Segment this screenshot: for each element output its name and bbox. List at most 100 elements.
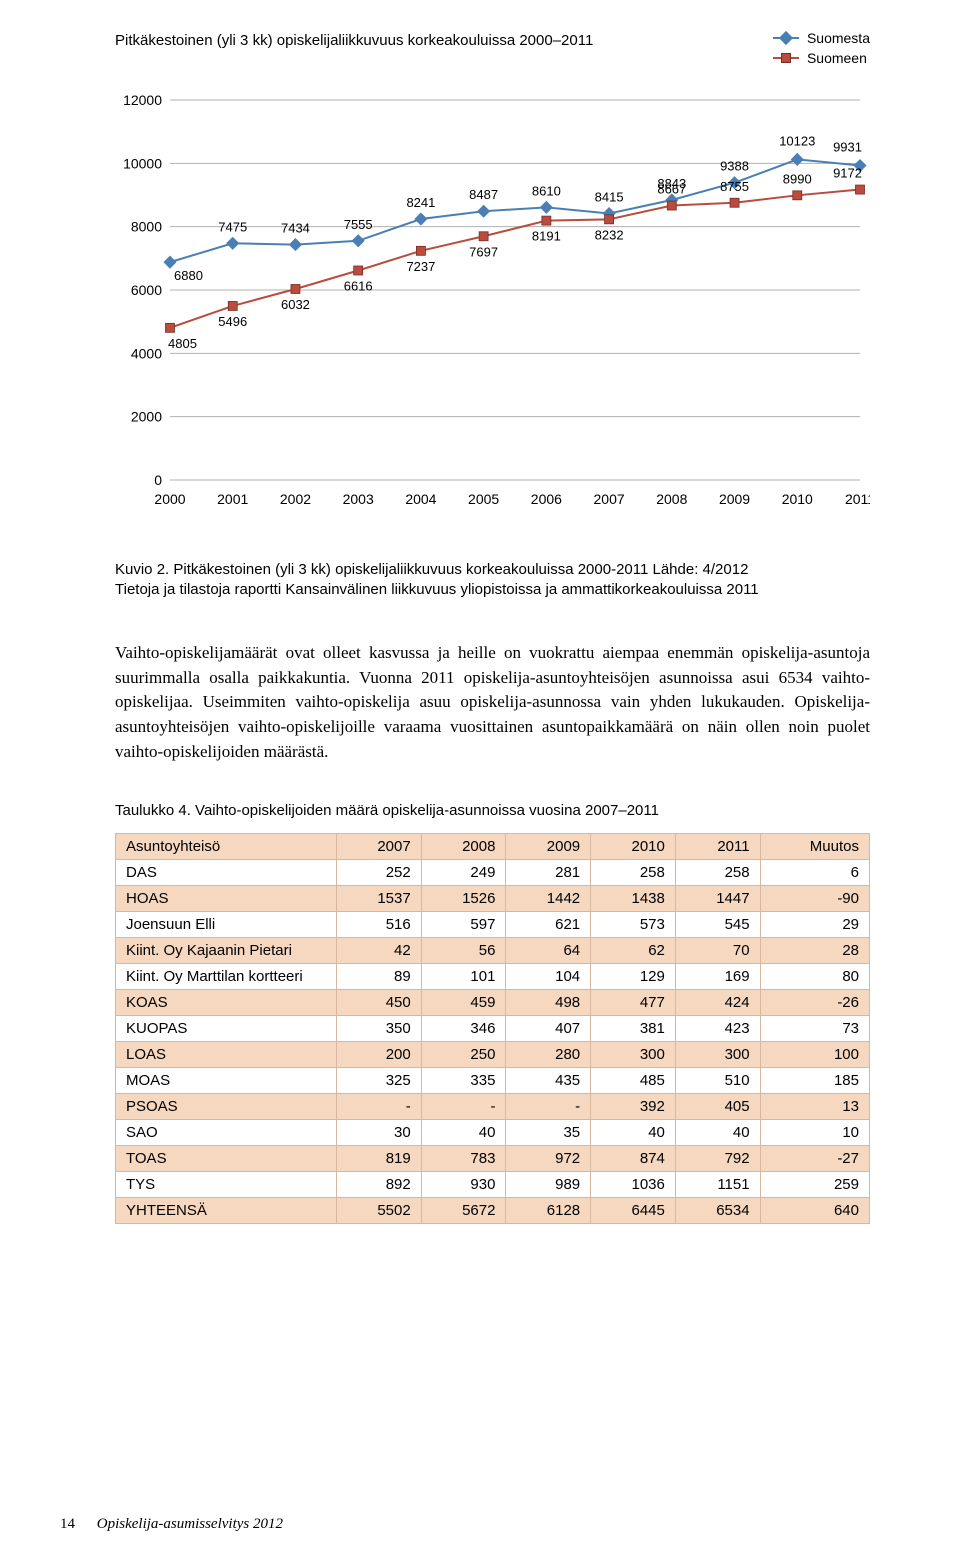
table-cell: 459 [421, 990, 506, 1016]
svg-text:8000: 8000 [131, 219, 162, 235]
legend-marker-blue-diamond-icon [773, 37, 799, 39]
table-header-cell: Asuntoyhteisö [116, 834, 337, 860]
table-cell: 6 [760, 860, 869, 886]
caption-line1: Pitkäkestoinen (yli 3 kk) opiskelijaliik… [169, 561, 748, 578]
table-cell: 73 [760, 1016, 869, 1042]
svg-text:2000: 2000 [131, 409, 162, 425]
table-cell: LOAS [116, 1042, 337, 1068]
table-cell: 40 [421, 1120, 506, 1146]
table-cell: 405 [675, 1094, 760, 1120]
table-cell: 280 [506, 1042, 591, 1068]
table-cell: 6534 [675, 1198, 760, 1224]
table-cell: 573 [591, 912, 676, 938]
page: Pitkäkestoinen (yli 3 kk) opiskelijaliik… [0, 0, 960, 1563]
svg-text:2011: 2011 [845, 491, 870, 507]
svg-text:8610: 8610 [532, 183, 561, 198]
svg-text:9172: 9172 [833, 166, 862, 181]
chart-header: Pitkäkestoinen (yli 3 kk) opiskelijaliik… [115, 30, 870, 70]
table-header-cell: 2011 [675, 834, 760, 860]
svg-text:6000: 6000 [131, 282, 162, 298]
table-cell: 485 [591, 1068, 676, 1094]
svg-text:7237: 7237 [406, 259, 435, 274]
table-cell: 972 [506, 1146, 591, 1172]
table-cell: 62 [591, 938, 676, 964]
table-cell: 892 [337, 1172, 422, 1198]
table-cell: 1537 [337, 886, 422, 912]
table-cell: SAO [116, 1120, 337, 1146]
table-cell: 1151 [675, 1172, 760, 1198]
table-cell: 249 [421, 860, 506, 886]
table-cell: 819 [337, 1146, 422, 1172]
table-cell: 10 [760, 1120, 869, 1146]
legend-item-suomeen: Suomeen [773, 50, 870, 66]
table-cell: 129 [591, 964, 676, 990]
svg-text:8191: 8191 [532, 229, 561, 244]
table-cell: 258 [591, 860, 676, 886]
caption-line2: Tietoja ja tilastoja raportti Kansainväl… [115, 581, 759, 598]
table-cell: 392 [591, 1094, 676, 1120]
chart-title: Pitkäkestoinen (yli 3 kk) opiskelijaliik… [115, 30, 593, 49]
svg-text:8487: 8487 [469, 187, 498, 202]
table-row: Kiint. Oy Marttilan kortteeri89101104129… [116, 964, 870, 990]
svg-text:2004: 2004 [405, 491, 436, 507]
caption-prefix: Kuvio 2. [115, 561, 169, 578]
svg-text:4000: 4000 [131, 345, 162, 361]
body-paragraph: Vaihto-opiskelijamäärät ovat olleet kasv… [115, 641, 870, 764]
svg-text:6880: 6880 [174, 268, 203, 283]
table-row: YHTEENSÄ55025672612864456534640 [116, 1198, 870, 1224]
table-header-cell: 2009 [506, 834, 591, 860]
table-cell: 407 [506, 1016, 591, 1042]
table-cell: 1526 [421, 886, 506, 912]
table-cell: Kiint. Oy Kajaanin Pietari [116, 938, 337, 964]
svg-text:9931: 9931 [833, 140, 862, 155]
table-cell: - [506, 1094, 591, 1120]
legend-item-suomesta: Suomesta [773, 30, 870, 46]
svg-text:8232: 8232 [595, 227, 624, 242]
table-cell: 346 [421, 1016, 506, 1042]
table-cell: 6128 [506, 1198, 591, 1224]
table-row: TYS89293098910361151259 [116, 1172, 870, 1198]
table-cell: 64 [506, 938, 591, 964]
table-cell: - [337, 1094, 422, 1120]
table-row: TOAS819783972874792-27 [116, 1146, 870, 1172]
table-cell: 335 [421, 1068, 506, 1094]
svg-text:7555: 7555 [344, 217, 373, 232]
svg-text:2008: 2008 [656, 491, 687, 507]
figure-caption: Kuvio 2. Pitkäkestoinen (yli 3 kk) opisk… [115, 560, 870, 599]
svg-text:5496: 5496 [218, 314, 247, 329]
table-row: LOAS200250280300300100 [116, 1042, 870, 1068]
svg-text:8990: 8990 [783, 171, 812, 186]
table-cell: 100 [760, 1042, 869, 1068]
table-cell: 35 [506, 1120, 591, 1146]
page-footer: 14 Opiskelija-asumisselvitys 2012 [60, 1516, 283, 1533]
table-cell: 498 [506, 990, 591, 1016]
svg-text:6616: 6616 [344, 278, 373, 293]
table-cell: -26 [760, 990, 869, 1016]
table-cell: 56 [421, 938, 506, 964]
table-cell: 252 [337, 860, 422, 886]
svg-text:2007: 2007 [594, 491, 625, 507]
table-cell: 101 [421, 964, 506, 990]
table-cell: 545 [675, 912, 760, 938]
legend-label: Suomesta [807, 30, 870, 46]
table-cell: -27 [760, 1146, 869, 1172]
table-cell: 250 [421, 1042, 506, 1068]
svg-text:8241: 8241 [406, 195, 435, 210]
table-cell: Joensuun Elli [116, 912, 337, 938]
table-cell: HOAS [116, 886, 337, 912]
table-header-cell: 2007 [337, 834, 422, 860]
table-cell: 381 [591, 1016, 676, 1042]
svg-text:2000: 2000 [154, 491, 185, 507]
table-cell: 28 [760, 938, 869, 964]
table-cell: 80 [760, 964, 869, 990]
table-cell: 640 [760, 1198, 869, 1224]
table-cell: 621 [506, 912, 591, 938]
legend-label: Suomeen [807, 50, 867, 66]
table-cell: 325 [337, 1068, 422, 1094]
page-number: 14 [60, 1516, 75, 1532]
table-cell: 874 [591, 1146, 676, 1172]
table-cell: 350 [337, 1016, 422, 1042]
table-cell: 29 [760, 912, 869, 938]
table-cell: - [421, 1094, 506, 1120]
table-row: MOAS325335435485510185 [116, 1068, 870, 1094]
